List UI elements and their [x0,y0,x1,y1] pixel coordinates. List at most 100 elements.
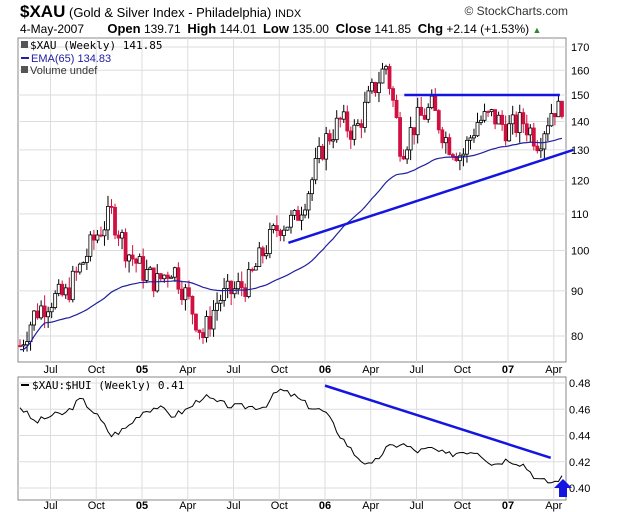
candle [299,206,304,231]
candle [120,229,124,250]
y-tick-label: 160 [571,65,589,77]
candle [197,329,202,340]
candle [215,292,219,321]
candle [443,131,448,154]
candle [510,105,515,135]
x-tick-label: Oct [271,364,288,376]
x-tick-label: Apr [362,500,379,512]
y-tick-label: 110 [571,209,589,221]
candle [88,231,93,262]
chart-title: $XAU (Gold & Silver Index - Philadelphia… [20,2,302,21]
candle [204,310,209,343]
candle [289,210,293,234]
candle [412,127,417,145]
y-tick-label: 100 [571,245,589,257]
candle [447,133,452,156]
y-tick-label: 130 [571,145,589,157]
y-tick-label: 120 [571,176,589,188]
candle [514,111,519,138]
candle [303,203,307,219]
legend-price: $XAU (Weekly) 141.85 [30,39,162,52]
candle [391,86,395,108]
candle [260,245,265,264]
candle [264,245,269,260]
candle [517,104,522,143]
candle [222,278,227,307]
candle [165,271,170,288]
candle [362,91,367,133]
candle [271,223,276,234]
candle [172,266,177,282]
candle [560,100,564,119]
candle [496,111,501,125]
ema-line [19,137,563,351]
candle [144,259,149,284]
candle [267,222,272,259]
candle [194,313,198,333]
candle [275,215,279,238]
candle [25,331,29,352]
candle [493,109,497,130]
candle [531,122,536,151]
candle-icon [21,41,28,48]
candle [282,225,286,242]
legend-volume: Volume undef [30,65,98,77]
candle [32,310,36,331]
candle [320,143,325,161]
y-tick-label: 0.46 [569,404,590,416]
x-tick-label: 07 [502,364,514,376]
candle [422,108,427,121]
candle [475,112,480,137]
x-tick-label: Jul [43,500,57,512]
candle [507,115,512,142]
candle [243,283,248,302]
x-tick-label: 06 [319,500,331,512]
candle [426,103,431,123]
candle [35,303,40,320]
candle [472,128,476,143]
y-tick-label: 0.42 [569,457,590,469]
y-tick-label: 150 [571,90,589,102]
ratio-panel [17,376,567,501]
candle [218,294,223,312]
candle [486,110,490,117]
candle [134,257,139,273]
candle [479,115,483,126]
candle [549,103,554,127]
quote-info: 4-May-2007 Open 139.71 High 144.01 Low 1… [20,21,542,36]
candle [355,119,360,127]
candle [250,267,255,273]
x-tick-label: Apr [179,364,196,376]
candle [553,113,557,126]
candle [109,199,114,214]
candle [458,152,462,171]
y-tick-label: 0.40 [569,483,590,495]
x-tick-label: Jul [409,500,423,512]
candle [524,114,529,142]
candle [394,94,399,119]
x-tick-label: 05 [136,364,148,376]
x-tick-label: Apr [362,364,379,376]
x-tick-label: 06 [319,364,331,376]
candle [46,306,51,328]
candle [56,279,61,297]
candle [436,109,441,134]
candle [179,280,184,305]
candle [116,230,121,247]
candle [176,262,181,295]
candle [440,126,445,149]
ratio-line [19,388,563,484]
stockcharts-logo[interactable]: © StockCharts.com [464,4,568,18]
candle [556,93,561,118]
x-tick-label: Jul [43,364,57,376]
candle [99,226,103,238]
y-tick-label: 0.48 [569,378,590,390]
candle [39,300,44,320]
candle [408,116,413,161]
candle [324,126,329,171]
candle [236,272,241,295]
x-tick-label: 05 [136,500,148,512]
candle [84,248,89,271]
x-tick-label: Oct [88,500,105,512]
